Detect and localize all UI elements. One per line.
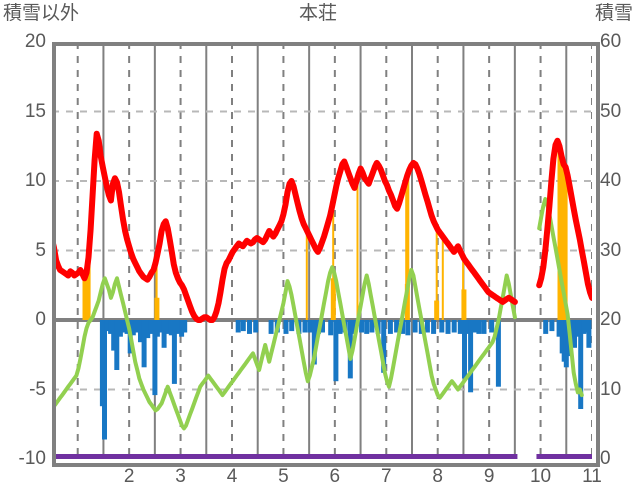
x-tick-2: 2 [123, 466, 135, 487]
y-tick-left-15: 15 [24, 100, 46, 122]
plot-area [52, 42, 592, 459]
y-tick-left--10: -10 [18, 448, 46, 469]
x-tick-4: 4 [226, 466, 238, 487]
right-axis-title: 積雪 [594, 3, 633, 24]
y-tick-right-20: 20 [600, 309, 622, 330]
x-tick-3: 3 [175, 466, 186, 487]
y-tick-left-5: 5 [35, 239, 46, 261]
y-tick-right-50: 50 [600, 100, 622, 122]
y-tick-right-40: 40 [600, 170, 622, 191]
blue-bar-layer [99, 320, 592, 440]
red-line-layer [52, 130, 592, 323]
x-tick-8: 8 [432, 466, 443, 487]
y-tick-left--5: -5 [29, 378, 46, 400]
page-title: 本荘 [298, 3, 337, 24]
y-tick-left-10: 10 [24, 170, 46, 191]
left-axis-title: 積雪以外 [3, 3, 80, 24]
purple-baseline-layer [52, 454, 592, 459]
green-line-layer [52, 197, 584, 431]
y-tick-right-0: 0 [600, 448, 611, 469]
x-tick-6: 6 [329, 466, 341, 487]
y-tick-right-60: 60 [600, 31, 622, 52]
x-tick-9: 9 [483, 466, 495, 487]
x-tick-10: 10 [529, 466, 552, 487]
y-tick-right-10: 10 [600, 378, 622, 400]
y-tick-left-0: 0 [35, 309, 46, 330]
y-tick-right-30: 30 [600, 239, 622, 261]
y-tick-left-20: 20 [24, 31, 46, 52]
x-tick-7: 7 [380, 466, 392, 487]
x-tick-5: 5 [278, 466, 289, 487]
x-tick-11: 11 [582, 466, 602, 487]
